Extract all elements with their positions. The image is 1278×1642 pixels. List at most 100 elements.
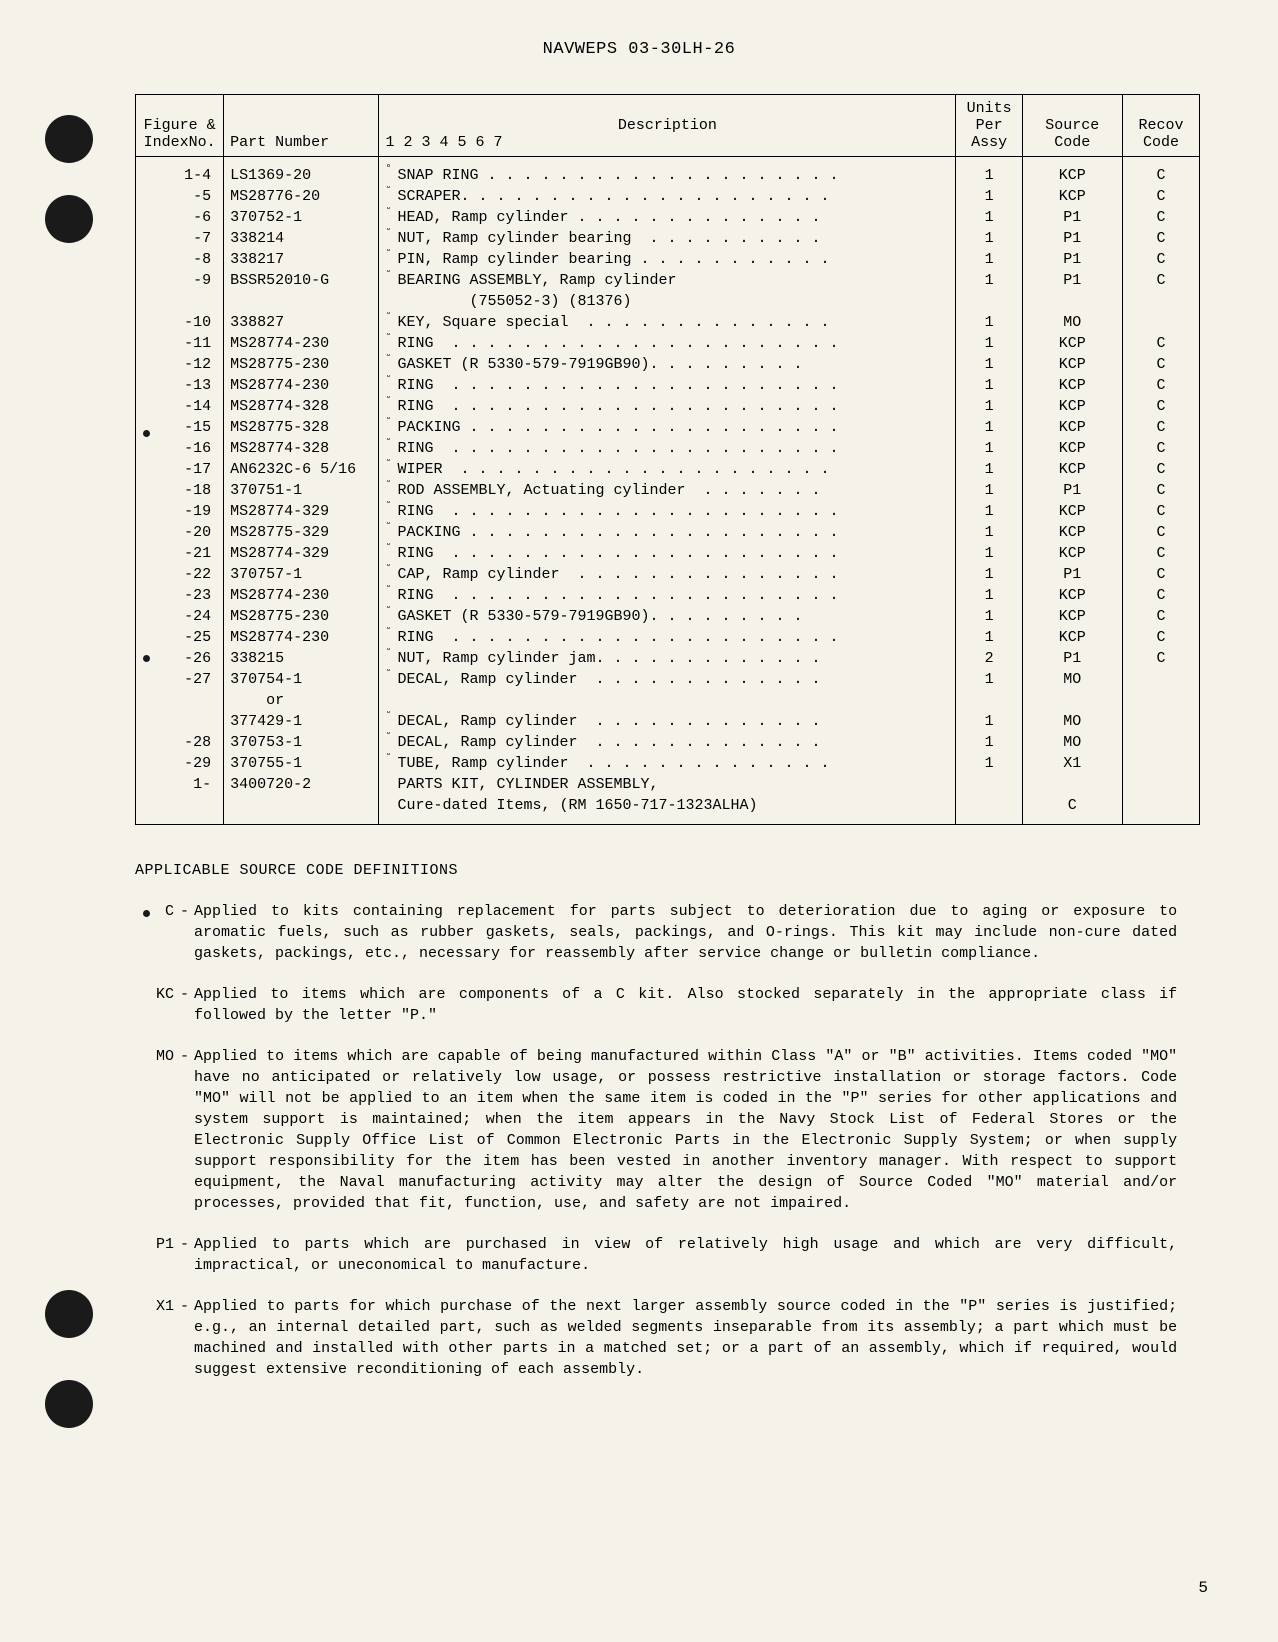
cell-part bbox=[224, 795, 379, 825]
cell-figure: -23 bbox=[136, 585, 224, 606]
definition-dash: - bbox=[180, 1046, 194, 1214]
indent-mark: ° bbox=[385, 732, 397, 742]
table-row: -7338214°NUT, Ramp cylinder bearing . . … bbox=[136, 228, 1200, 249]
cell-source: P1 bbox=[1022, 249, 1122, 270]
punch-hole bbox=[45, 115, 93, 163]
cell-description: °RING . . . . . . . . . . . . . . . . . … bbox=[379, 375, 956, 396]
cell-part: MS28774-328 bbox=[224, 396, 379, 417]
cell-description: °TUBE, Ramp cylinder . . . . . . . . . .… bbox=[379, 753, 956, 774]
leader-dots: . . . . . . . . . . . . . . . . . . . . … bbox=[433, 440, 838, 457]
cell-description: °PIN, Ramp cylinder bearing . . . . . . … bbox=[379, 249, 956, 270]
cell-description: °SNAP RING . . . . . . . . . . . . . . .… bbox=[379, 157, 956, 187]
cell-part: 3400720-2 bbox=[224, 774, 379, 795]
header-figure: Figure & IndexNo. bbox=[136, 95, 224, 157]
cell-recov: C bbox=[1122, 480, 1200, 501]
cell-figure bbox=[136, 291, 224, 312]
table-row: -9BSSR52010-G°BEARING ASSEMBLY, Ramp cyl… bbox=[136, 270, 1200, 291]
indent-mark: ° bbox=[385, 522, 397, 532]
cell-source: P1 bbox=[1022, 270, 1122, 291]
cell-units: 1 bbox=[956, 753, 1023, 774]
description-text: CAP, Ramp cylinder bbox=[397, 566, 559, 583]
dot bbox=[143, 655, 150, 662]
description-text: TUBE, Ramp cylinder bbox=[397, 755, 568, 772]
definition-text: Applied to items which are components of… bbox=[194, 984, 1177, 1026]
leader-dots: . . . . . . . . . bbox=[650, 356, 803, 373]
leader-dots: . . . . . . . . . . . . . . . . . . . . … bbox=[433, 587, 838, 604]
cell-recov bbox=[1122, 291, 1200, 312]
cell-recov bbox=[1122, 774, 1200, 795]
header-recov: Recov Code bbox=[1122, 95, 1200, 157]
dot bbox=[143, 430, 150, 437]
header-part: Part Number bbox=[224, 95, 379, 157]
table-row: -13MS28774-230°RING . . . . . . . . . . … bbox=[136, 375, 1200, 396]
cell-part: 338827 bbox=[224, 312, 379, 333]
cell-recov: C bbox=[1122, 270, 1200, 291]
definitions-title: APPLICABLE SOURCE CODE DEFINITIONS bbox=[135, 860, 1177, 881]
cell-recov: C bbox=[1122, 207, 1200, 228]
header-source: Source Code bbox=[1022, 95, 1122, 157]
cell-part: 370755-1 bbox=[224, 753, 379, 774]
indent-mark: ° bbox=[385, 228, 397, 238]
leader-dots: . . . . . . . . . . . . . bbox=[577, 734, 820, 751]
cell-description: °RING . . . . . . . . . . . . . . . . . … bbox=[379, 333, 956, 354]
cell-description: °RING . . . . . . . . . . . . . . . . . … bbox=[379, 501, 956, 522]
cell-source: KCP bbox=[1022, 501, 1122, 522]
cell-units: 1 bbox=[956, 375, 1023, 396]
description-text: RING bbox=[397, 440, 433, 457]
cell-figure: -5 bbox=[136, 186, 224, 207]
leader-dots: . . . . . . . . . . . . . . . . . . . . … bbox=[460, 419, 838, 436]
cell-source: X1 bbox=[1022, 753, 1122, 774]
cell-description bbox=[379, 690, 956, 711]
cell-recov: C bbox=[1122, 459, 1200, 480]
leader-dots: . . . . . . . . . . bbox=[632, 230, 821, 247]
table-row: -25MS28774-230°RING . . . . . . . . . . … bbox=[136, 627, 1200, 648]
cell-source: KCP bbox=[1022, 606, 1122, 627]
cell-part: 338214 bbox=[224, 228, 379, 249]
cell-part: MS28775-328 bbox=[224, 417, 379, 438]
indent-mark: ° bbox=[385, 606, 397, 616]
cell-units: 1 bbox=[956, 543, 1023, 564]
cell-part: MS28774-329 bbox=[224, 501, 379, 522]
indent-mark: ° bbox=[385, 564, 397, 574]
cell-description: °WIPER . . . . . . . . . . . . . . . . .… bbox=[379, 459, 956, 480]
header-units: Units Per Assy bbox=[956, 95, 1023, 157]
description-text: NUT, Ramp cylinder bearing bbox=[397, 230, 631, 247]
cell-figure: -28 bbox=[136, 732, 224, 753]
cell-source: C bbox=[1022, 795, 1122, 825]
description-text: PARTS KIT, CYLINDER ASSEMBLY, bbox=[397, 776, 658, 793]
cell-source: MO bbox=[1022, 312, 1122, 333]
cell-description: °SCRAPER. . . . . . . . . . . . . . . . … bbox=[379, 186, 956, 207]
definition-dash: - bbox=[180, 1234, 194, 1276]
cell-recov: C bbox=[1122, 228, 1200, 249]
leader-dots: . . . . . . . . . . . . . . bbox=[568, 755, 829, 772]
cell-source: MO bbox=[1022, 669, 1122, 690]
cell-units: 1 bbox=[956, 480, 1023, 501]
cell-recov: C bbox=[1122, 354, 1200, 375]
cell-units: 1 bbox=[956, 396, 1023, 417]
description-text: RING bbox=[397, 398, 433, 415]
cell-recov: C bbox=[1122, 249, 1200, 270]
description-text: GASKET (R 5330-579-7919GB90) bbox=[397, 356, 649, 373]
cell-source: KCP bbox=[1022, 186, 1122, 207]
cell-source: P1 bbox=[1022, 207, 1122, 228]
cell-recov: C bbox=[1122, 606, 1200, 627]
table-row: -5MS28776-20°SCRAPER. . . . . . . . . . … bbox=[136, 186, 1200, 207]
cell-source: P1 bbox=[1022, 564, 1122, 585]
cell-units bbox=[956, 795, 1023, 825]
cell-description: °RING . . . . . . . . . . . . . . . . . … bbox=[379, 396, 956, 417]
table-row: -23MS28774-230°RING . . . . . . . . . . … bbox=[136, 585, 1200, 606]
cell-units bbox=[956, 291, 1023, 312]
description-text: RING bbox=[397, 377, 433, 394]
cell-units bbox=[956, 774, 1023, 795]
table-row: -17AN6232C-6 5/16°WIPER . . . . . . . . … bbox=[136, 459, 1200, 480]
definition-item: X1-Applied to parts for which purchase o… bbox=[135, 1296, 1177, 1380]
cell-description: °CAP, Ramp cylinder . . . . . . . . . . … bbox=[379, 564, 956, 585]
description-text: RING bbox=[397, 335, 433, 352]
description-text: NUT, Ramp cylinder jam bbox=[397, 650, 595, 667]
cell-recov: C bbox=[1122, 157, 1200, 187]
punch-hole bbox=[45, 195, 93, 243]
cell-recov: C bbox=[1122, 522, 1200, 543]
cell-figure: -24 bbox=[136, 606, 224, 627]
description-text: RING bbox=[397, 503, 433, 520]
cell-units bbox=[956, 690, 1023, 711]
